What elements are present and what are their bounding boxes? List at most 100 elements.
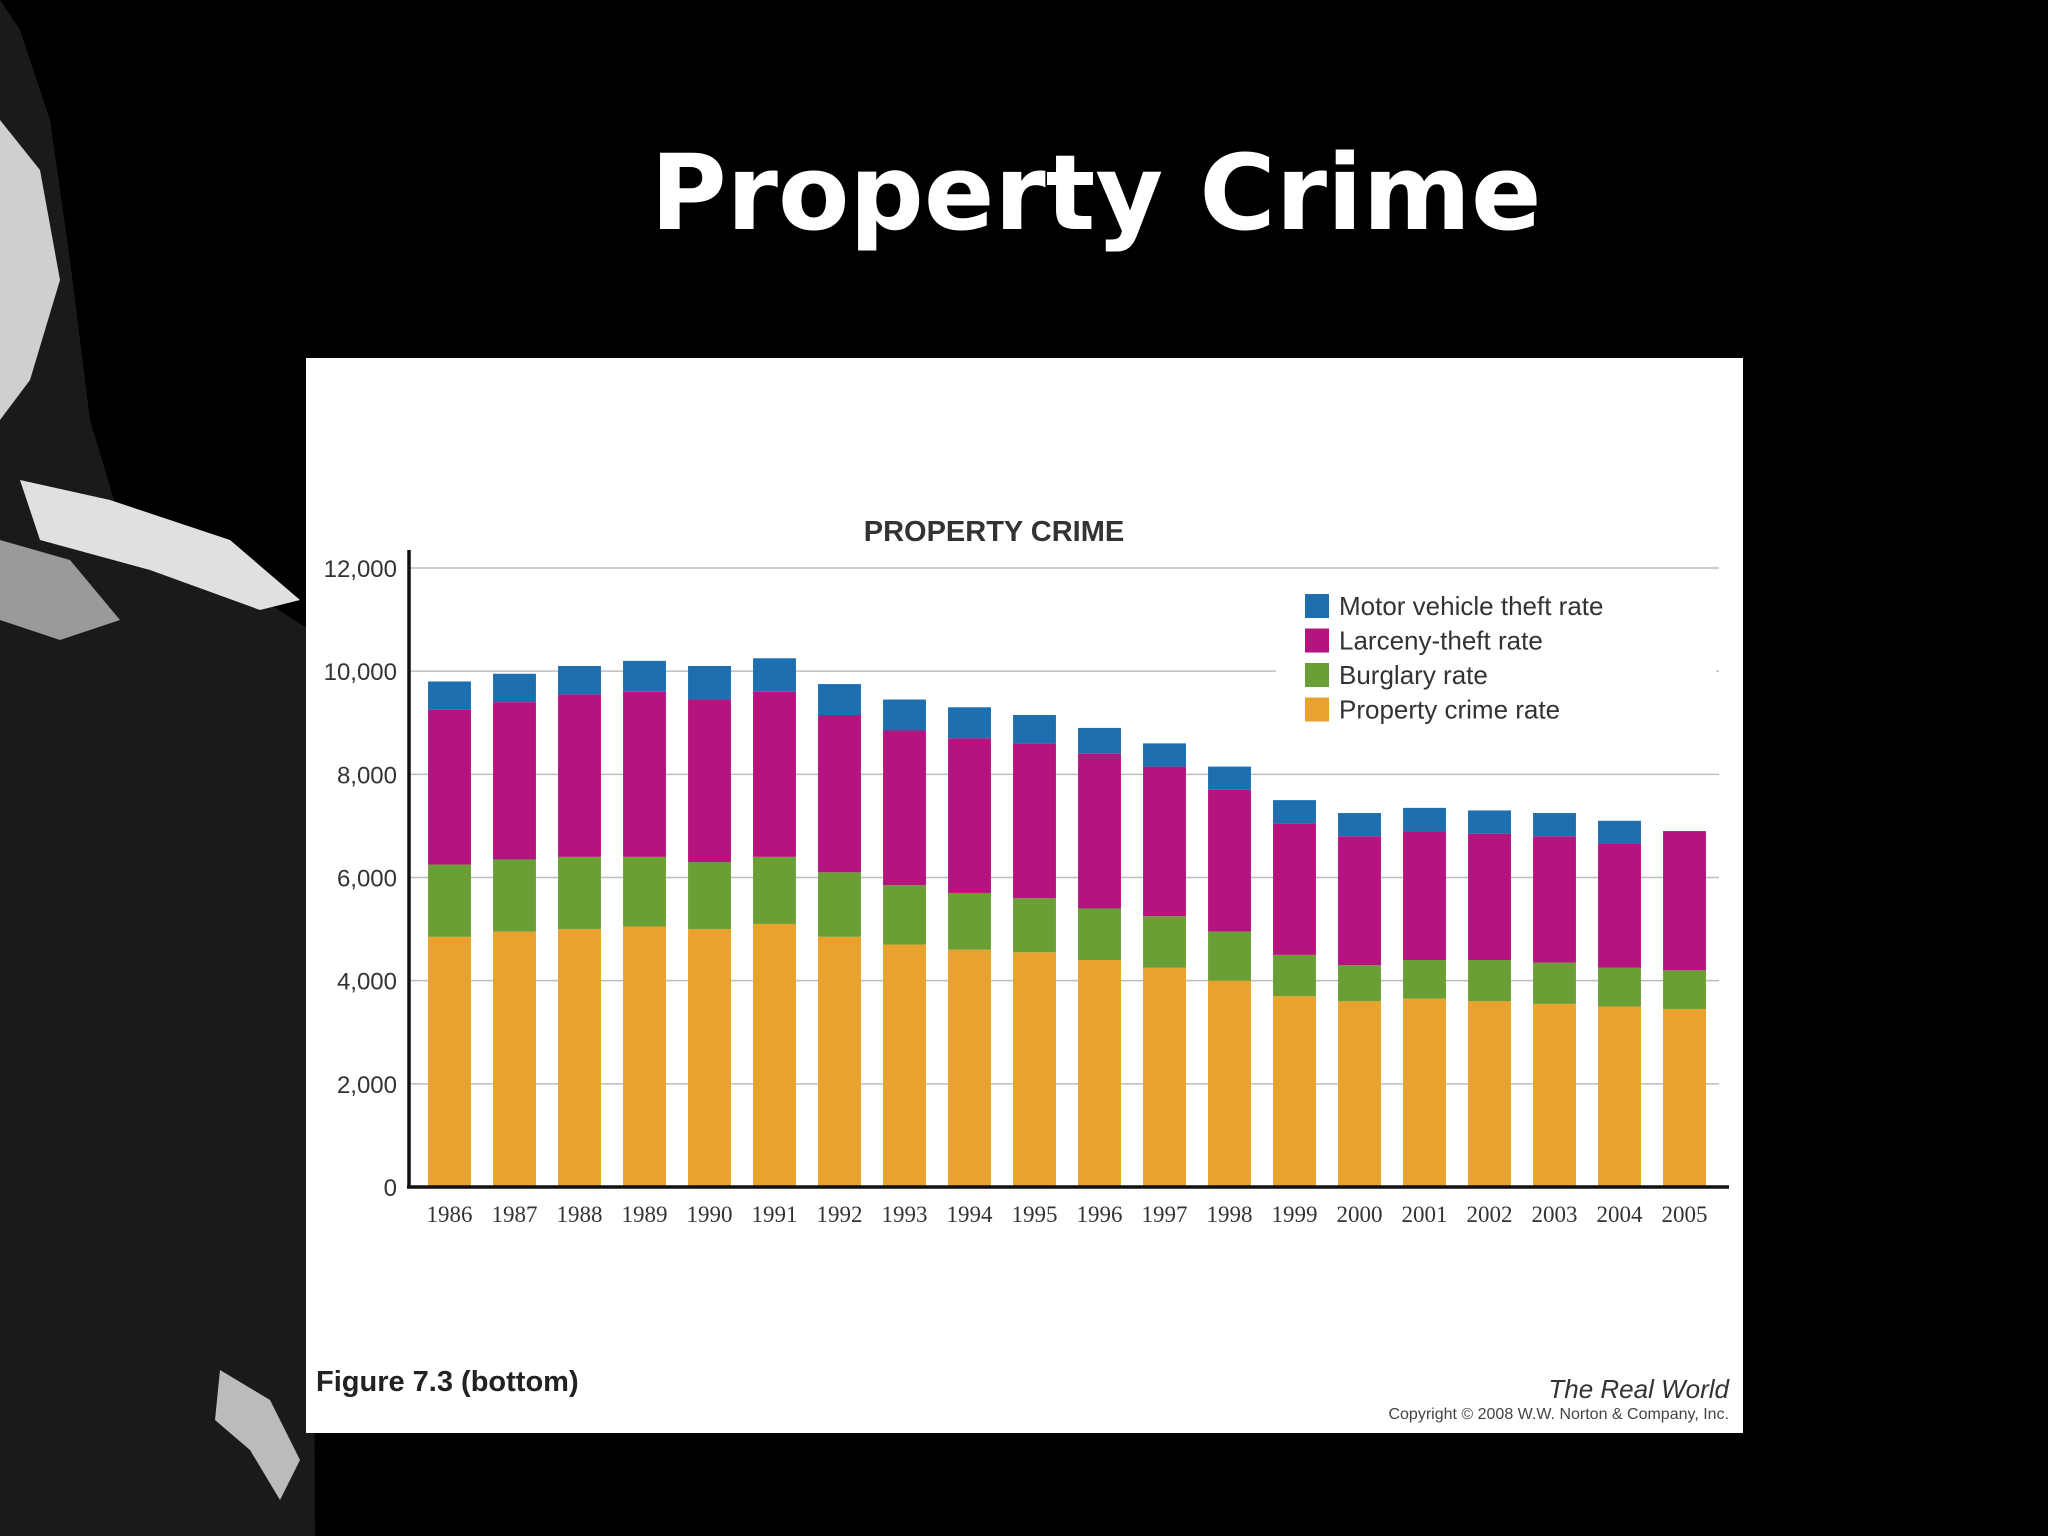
- bar-segment-larceny-theft-rate-1991: [753, 691, 796, 857]
- bar-segment-larceny-theft-rate-1993: [883, 730, 926, 886]
- bar-segment-burglary-rate-2003: [1533, 962, 1576, 1004]
- bar-segment-property-crime-rate-1998: [1208, 980, 1251, 1187]
- bar-segment-larceny-theft-rate-1999: [1273, 823, 1316, 955]
- figure-caption: Figure 7.3 (bottom): [316, 1366, 579, 1398]
- bar-segment-larceny-theft-rate-2003: [1533, 836, 1576, 963]
- figure-panel: PROPERTY CRIME 0 2,000 4,000 6,000 8,000 10,0…: [306, 358, 1743, 1433]
- y-tick-label: 4,000: [337, 969, 397, 996]
- bar-segment-motor-vehicle-theft-rate-1992: [818, 684, 861, 716]
- x-tick-label: 2002: [1467, 1202, 1513, 1227]
- bar-segment-larceny-theft-rate-2000: [1338, 836, 1381, 966]
- x-tick-label: 2005: [1662, 1202, 1708, 1227]
- bar-segment-motor-vehicle-theft-rate-1995: [1013, 715, 1056, 744]
- x-tick-label: 1986: [427, 1202, 473, 1227]
- legend-background: [1276, 580, 1716, 728]
- legend: Motor vehicle theft rate Larceny-theft ra…: [1276, 580, 1716, 728]
- bar-segment-property-crime-rate-2000: [1338, 1001, 1381, 1187]
- x-tick-label: 1987: [492, 1202, 538, 1227]
- copyright-notice: Copyright © 2008 W.W. Norton & Company, …: [1388, 1406, 1729, 1423]
- x-tick-label: 1991: [752, 1202, 798, 1227]
- slide-title: Property Crime: [650, 132, 1542, 254]
- bar-segment-motor-vehicle-theft-rate-2003: [1533, 813, 1576, 837]
- bar-segment-property-crime-rate-1992: [818, 936, 861, 1187]
- bar-segment-larceny-theft-rate-1998: [1208, 789, 1251, 932]
- bar-segment-burglary-rate-1993: [883, 885, 926, 945]
- x-tick-label: 1996: [1077, 1202, 1123, 1227]
- bar-segment-property-crime-rate-1986: [428, 936, 471, 1187]
- bar-segment-larceny-theft-rate-1997: [1143, 766, 1186, 917]
- x-tick-label: 1992: [817, 1202, 863, 1227]
- x-tick-label: 2001: [1402, 1202, 1448, 1227]
- bar-segment-motor-vehicle-theft-rate-1996: [1078, 727, 1121, 754]
- legend-swatch: [1305, 594, 1329, 618]
- bar-segment-larceny-theft-rate-2002: [1468, 833, 1511, 961]
- y-tick-label: 0: [384, 1175, 397, 1202]
- x-tick-label: 1998: [1207, 1202, 1253, 1227]
- bar-segment-motor-vehicle-theft-rate-1988: [558, 666, 601, 695]
- bar-segment-larceny-theft-rate-1988: [558, 694, 601, 857]
- bar-segment-burglary-rate-1997: [1143, 916, 1186, 968]
- x-tick-label: 2000: [1337, 1202, 1383, 1227]
- bar-segment-motor-vehicle-theft-rate-1987: [493, 673, 536, 703]
- bar-segment-larceny-theft-rate-1986: [428, 709, 471, 865]
- bar-segment-motor-vehicle-theft-rate-1994: [948, 707, 991, 739]
- x-tick-label: 2004: [1597, 1202, 1644, 1227]
- bar-segment-burglary-rate-1999: [1273, 954, 1316, 997]
- legend-label: Burglary rate: [1339, 660, 1488, 690]
- bar-segment-motor-vehicle-theft-rate-1986: [428, 681, 471, 710]
- bar-segment-larceny-theft-rate-1987: [493, 702, 536, 860]
- legend-swatch: [1305, 628, 1329, 653]
- bar-segment-property-crime-rate-1995: [1013, 952, 1056, 1187]
- bar-segment-burglary-rate-1998: [1208, 931, 1251, 981]
- legend-swatch: [1305, 663, 1329, 687]
- bar-segment-motor-vehicle-theft-rate-1990: [688, 666, 731, 700]
- bar-segment-motor-vehicle-theft-rate-1993: [883, 699, 926, 731]
- bar-segment-burglary-rate-1996: [1078, 908, 1121, 961]
- bar-segment-burglary-rate-1992: [818, 872, 861, 937]
- x-tick-label: 1994: [947, 1202, 994, 1227]
- bar-segment-burglary-rate-1994: [948, 892, 991, 950]
- bar-segment-motor-vehicle-theft-rate-1999: [1273, 800, 1316, 824]
- bar-segment-motor-vehicle-theft-rate-1989: [623, 660, 666, 692]
- bar-segment-motor-vehicle-theft-rate-1997: [1143, 743, 1186, 767]
- bar-segment-larceny-theft-rate-2005: [1663, 831, 1706, 971]
- book-title: The Real World: [1548, 1374, 1729, 1404]
- silhouette-decoration: [0, 0, 315, 1536]
- x-tick-label: 1995: [1012, 1202, 1058, 1227]
- bar-segment-larceny-theft-rate-1996: [1078, 753, 1121, 909]
- stacked-bar-chart: PROPERTY CRIME 0 2,000 4,000 6,000 8,000 10,0…: [324, 516, 1729, 1227]
- legend-label: Larceny-theft rate: [1339, 626, 1543, 656]
- x-tick-label: 2003: [1532, 1202, 1578, 1227]
- bar-segment-larceny-theft-rate-1995: [1013, 743, 1056, 899]
- bar-segment-property-crime-rate-1991: [753, 923, 796, 1187]
- chart-title: PROPERTY CRIME: [864, 516, 1125, 548]
- bar-segment-property-crime-rate-1990: [688, 929, 731, 1187]
- bar-segment-property-crime-rate-1988: [558, 929, 601, 1187]
- bar-segment-motor-vehicle-theft-rate-1991: [753, 658, 796, 692]
- bar-segment-burglary-rate-2002: [1468, 960, 1511, 1002]
- x-tick-label: 1999: [1272, 1202, 1318, 1227]
- bar-segment-property-crime-rate-1994: [948, 949, 991, 1187]
- bar-segment-property-crime-rate-1999: [1273, 996, 1316, 1187]
- bar-segment-burglary-rate-1989: [623, 856, 666, 927]
- bar-segment-property-crime-rate-1993: [883, 944, 926, 1187]
- bar-segment-burglary-rate-1988: [558, 856, 601, 930]
- bar-segment-property-crime-rate-2003: [1533, 1003, 1576, 1187]
- bar-segment-motor-vehicle-theft-rate-2000: [1338, 813, 1381, 837]
- bar-segment-property-crime-rate-2001: [1403, 998, 1446, 1187]
- y-tick-label: 6,000: [337, 866, 397, 893]
- bar-segment-larceny-theft-rate-1989: [623, 691, 666, 857]
- bar-segment-larceny-theft-rate-1990: [688, 699, 731, 863]
- x-tick-label: 1997: [1142, 1202, 1188, 1227]
- bar-segment-burglary-rate-2005: [1663, 970, 1706, 1010]
- bar-segment-larceny-theft-rate-1992: [818, 715, 861, 873]
- legend-label: Motor vehicle theft rate: [1339, 591, 1603, 621]
- bar-segment-property-crime-rate-1997: [1143, 967, 1186, 1187]
- bar-segment-larceny-theft-rate-2001: [1403, 831, 1446, 961]
- x-tick-label: 1988: [557, 1202, 603, 1227]
- bar-segment-burglary-rate-2000: [1338, 965, 1381, 1002]
- legend-label: Property crime rate: [1339, 695, 1560, 725]
- bar-segment-motor-vehicle-theft-rate-2001: [1403, 807, 1446, 832]
- bar-segment-burglary-rate-1987: [493, 859, 536, 932]
- bar-segment-property-crime-rate-1996: [1078, 960, 1121, 1187]
